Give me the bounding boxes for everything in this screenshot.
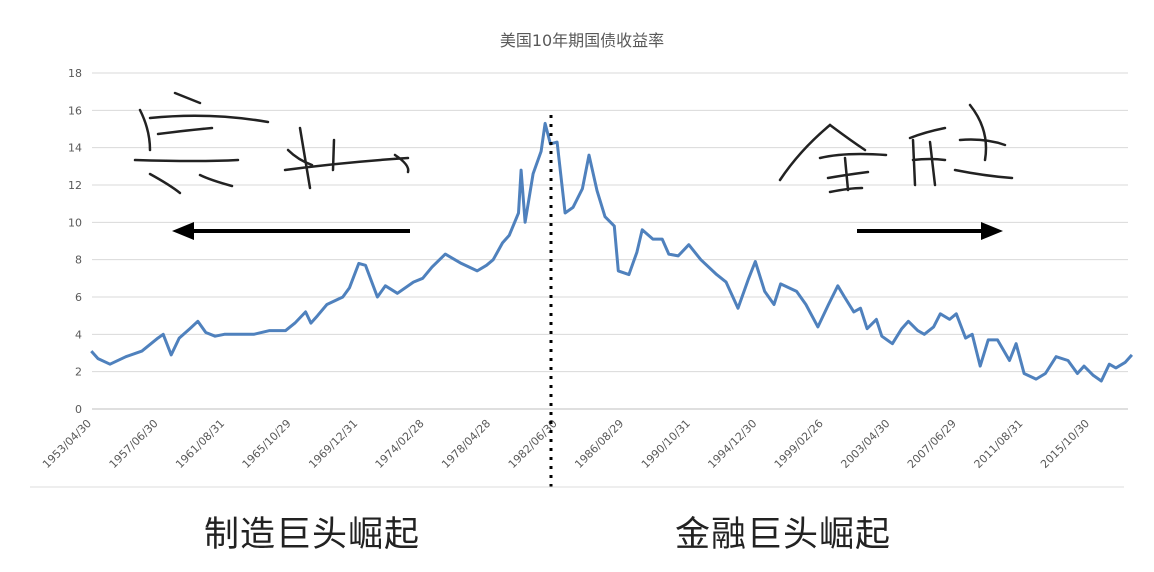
- arrow-right-icon: [857, 222, 1003, 240]
- y-tick-label: 4: [75, 328, 82, 341]
- series-line: [90, 121, 1134, 383]
- caption-manufacturing: 制造巨头崛起: [204, 515, 421, 555]
- x-tick-label: 1990/10/31: [639, 417, 693, 471]
- caption-finance: 金融巨头崛起: [675, 515, 892, 555]
- x-tick-label: 1986/08/29: [572, 417, 626, 471]
- x-tick-label: 1957/06/30: [107, 417, 161, 471]
- y-tick-label: 10: [68, 216, 82, 229]
- arrow-left-icon: [172, 222, 410, 240]
- y-tick-label: 8: [75, 254, 82, 267]
- x-tick-label: 1982/06/30: [506, 417, 560, 471]
- x-tick-label: 1978/04/28: [439, 417, 493, 471]
- x-tick-label: 2007/06/29: [905, 417, 959, 471]
- y-axis: 0 2 4 6 8 10 12 14 16 18: [68, 67, 82, 416]
- handwritten-jinrong: [778, 103, 1014, 194]
- y-tick-label: 18: [68, 67, 82, 80]
- y-tick-label: 12: [68, 179, 82, 192]
- y-tick-label: 16: [68, 104, 82, 117]
- x-tick-label: 1965/10/29: [240, 417, 294, 471]
- x-tick-label: 1994/12/30: [705, 417, 759, 471]
- chart-title: 美国10年期国债收益率: [500, 31, 664, 50]
- x-tick-label: 1999/02/26: [772, 417, 826, 471]
- x-tick-label: 1969/12/31: [306, 417, 360, 471]
- y-tick-label: 2: [75, 366, 82, 379]
- x-tick-label: 1953/04/30: [40, 417, 94, 471]
- x-tick-label: 2015/10/30: [1038, 417, 1092, 471]
- x-tick-label: 1961/08/31: [173, 417, 227, 471]
- x-tick-label: 2003/04/30: [838, 417, 892, 471]
- y-tick-label: 0: [75, 403, 82, 416]
- x-tick-label: 2011/08/31: [972, 417, 1026, 471]
- x-tick-label: 1974/02/28: [373, 417, 427, 471]
- handwritten-shiye: [133, 91, 410, 195]
- y-tick-label: 6: [75, 291, 82, 304]
- y-tick-label: 14: [68, 142, 82, 155]
- gridlines: [92, 72, 1128, 410]
- x-axis: 1953/04/30 1957/06/30 1961/08/31 1965/10/29…: [40, 417, 1092, 471]
